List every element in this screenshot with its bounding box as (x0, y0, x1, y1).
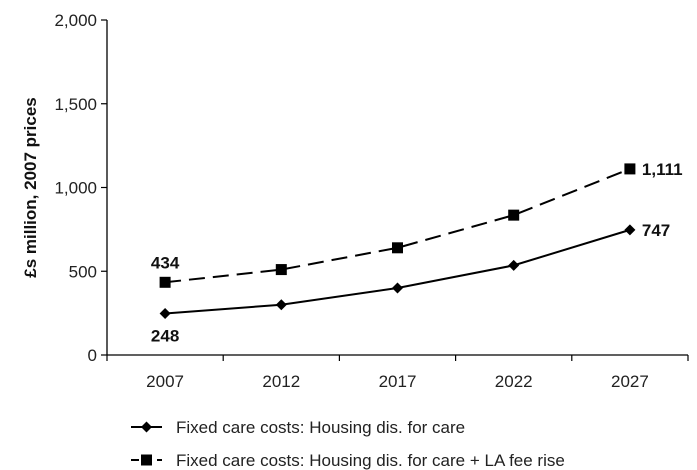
square-marker (508, 209, 520, 221)
y-tick-label: 1,500 (54, 95, 97, 114)
square-marker (624, 163, 636, 175)
diamond-marker (392, 282, 403, 294)
y-tick-label: 1,000 (54, 179, 97, 198)
data-label: 248 (151, 326, 179, 345)
diamond-marker (508, 259, 520, 271)
y-tick-label: 500 (69, 262, 97, 281)
series-line (164, 167, 631, 284)
y-axis-ticks: 0 500 1,000 1,500 2,000 (54, 11, 107, 365)
x-tick-label: 2022 (495, 372, 533, 391)
x-tick-label: 2012 (262, 372, 300, 391)
data-labels: 248 747 434 1,111 (151, 160, 683, 346)
series-group (159, 163, 636, 319)
square-marker (159, 276, 171, 288)
y-tick-label: 0 (88, 346, 97, 365)
series-1 (159, 224, 636, 319)
diamond-marker (159, 307, 171, 319)
square-marker (392, 242, 403, 254)
legend-label: Fixed care costs: Housing dis. for care … (176, 451, 565, 470)
axes (106, 20, 688, 356)
y-axis-label: £s million, 2007 prices (21, 97, 40, 277)
x-tick-label: 2027 (611, 372, 649, 391)
diamond-marker (275, 299, 287, 311)
square-marker (141, 454, 152, 466)
legend-label: Fixed care costs: Housing dis. for care (176, 418, 465, 437)
x-axis-ticks: 2007 2012 2017 2022 2027 (106, 355, 689, 391)
y-tick-label: 2,000 (54, 11, 97, 30)
data-label: 747 (642, 221, 670, 240)
x-tick-label: 2017 (379, 372, 417, 391)
legend-item-1: Fixed care costs: Housing dis. for care (131, 418, 465, 437)
x-tick-label: 2007 (146, 372, 184, 391)
data-label: 1,111 (642, 160, 683, 179)
data-label: 434 (151, 253, 180, 272)
diamond-marker (141, 421, 152, 433)
legend-item-2: Fixed care costs: Housing dis. for care … (131, 451, 565, 470)
square-marker (275, 264, 287, 276)
legend: Fixed care costs: Housing dis. for care F… (131, 418, 565, 470)
series-2 (159, 163, 636, 288)
diamond-marker (624, 224, 636, 236)
